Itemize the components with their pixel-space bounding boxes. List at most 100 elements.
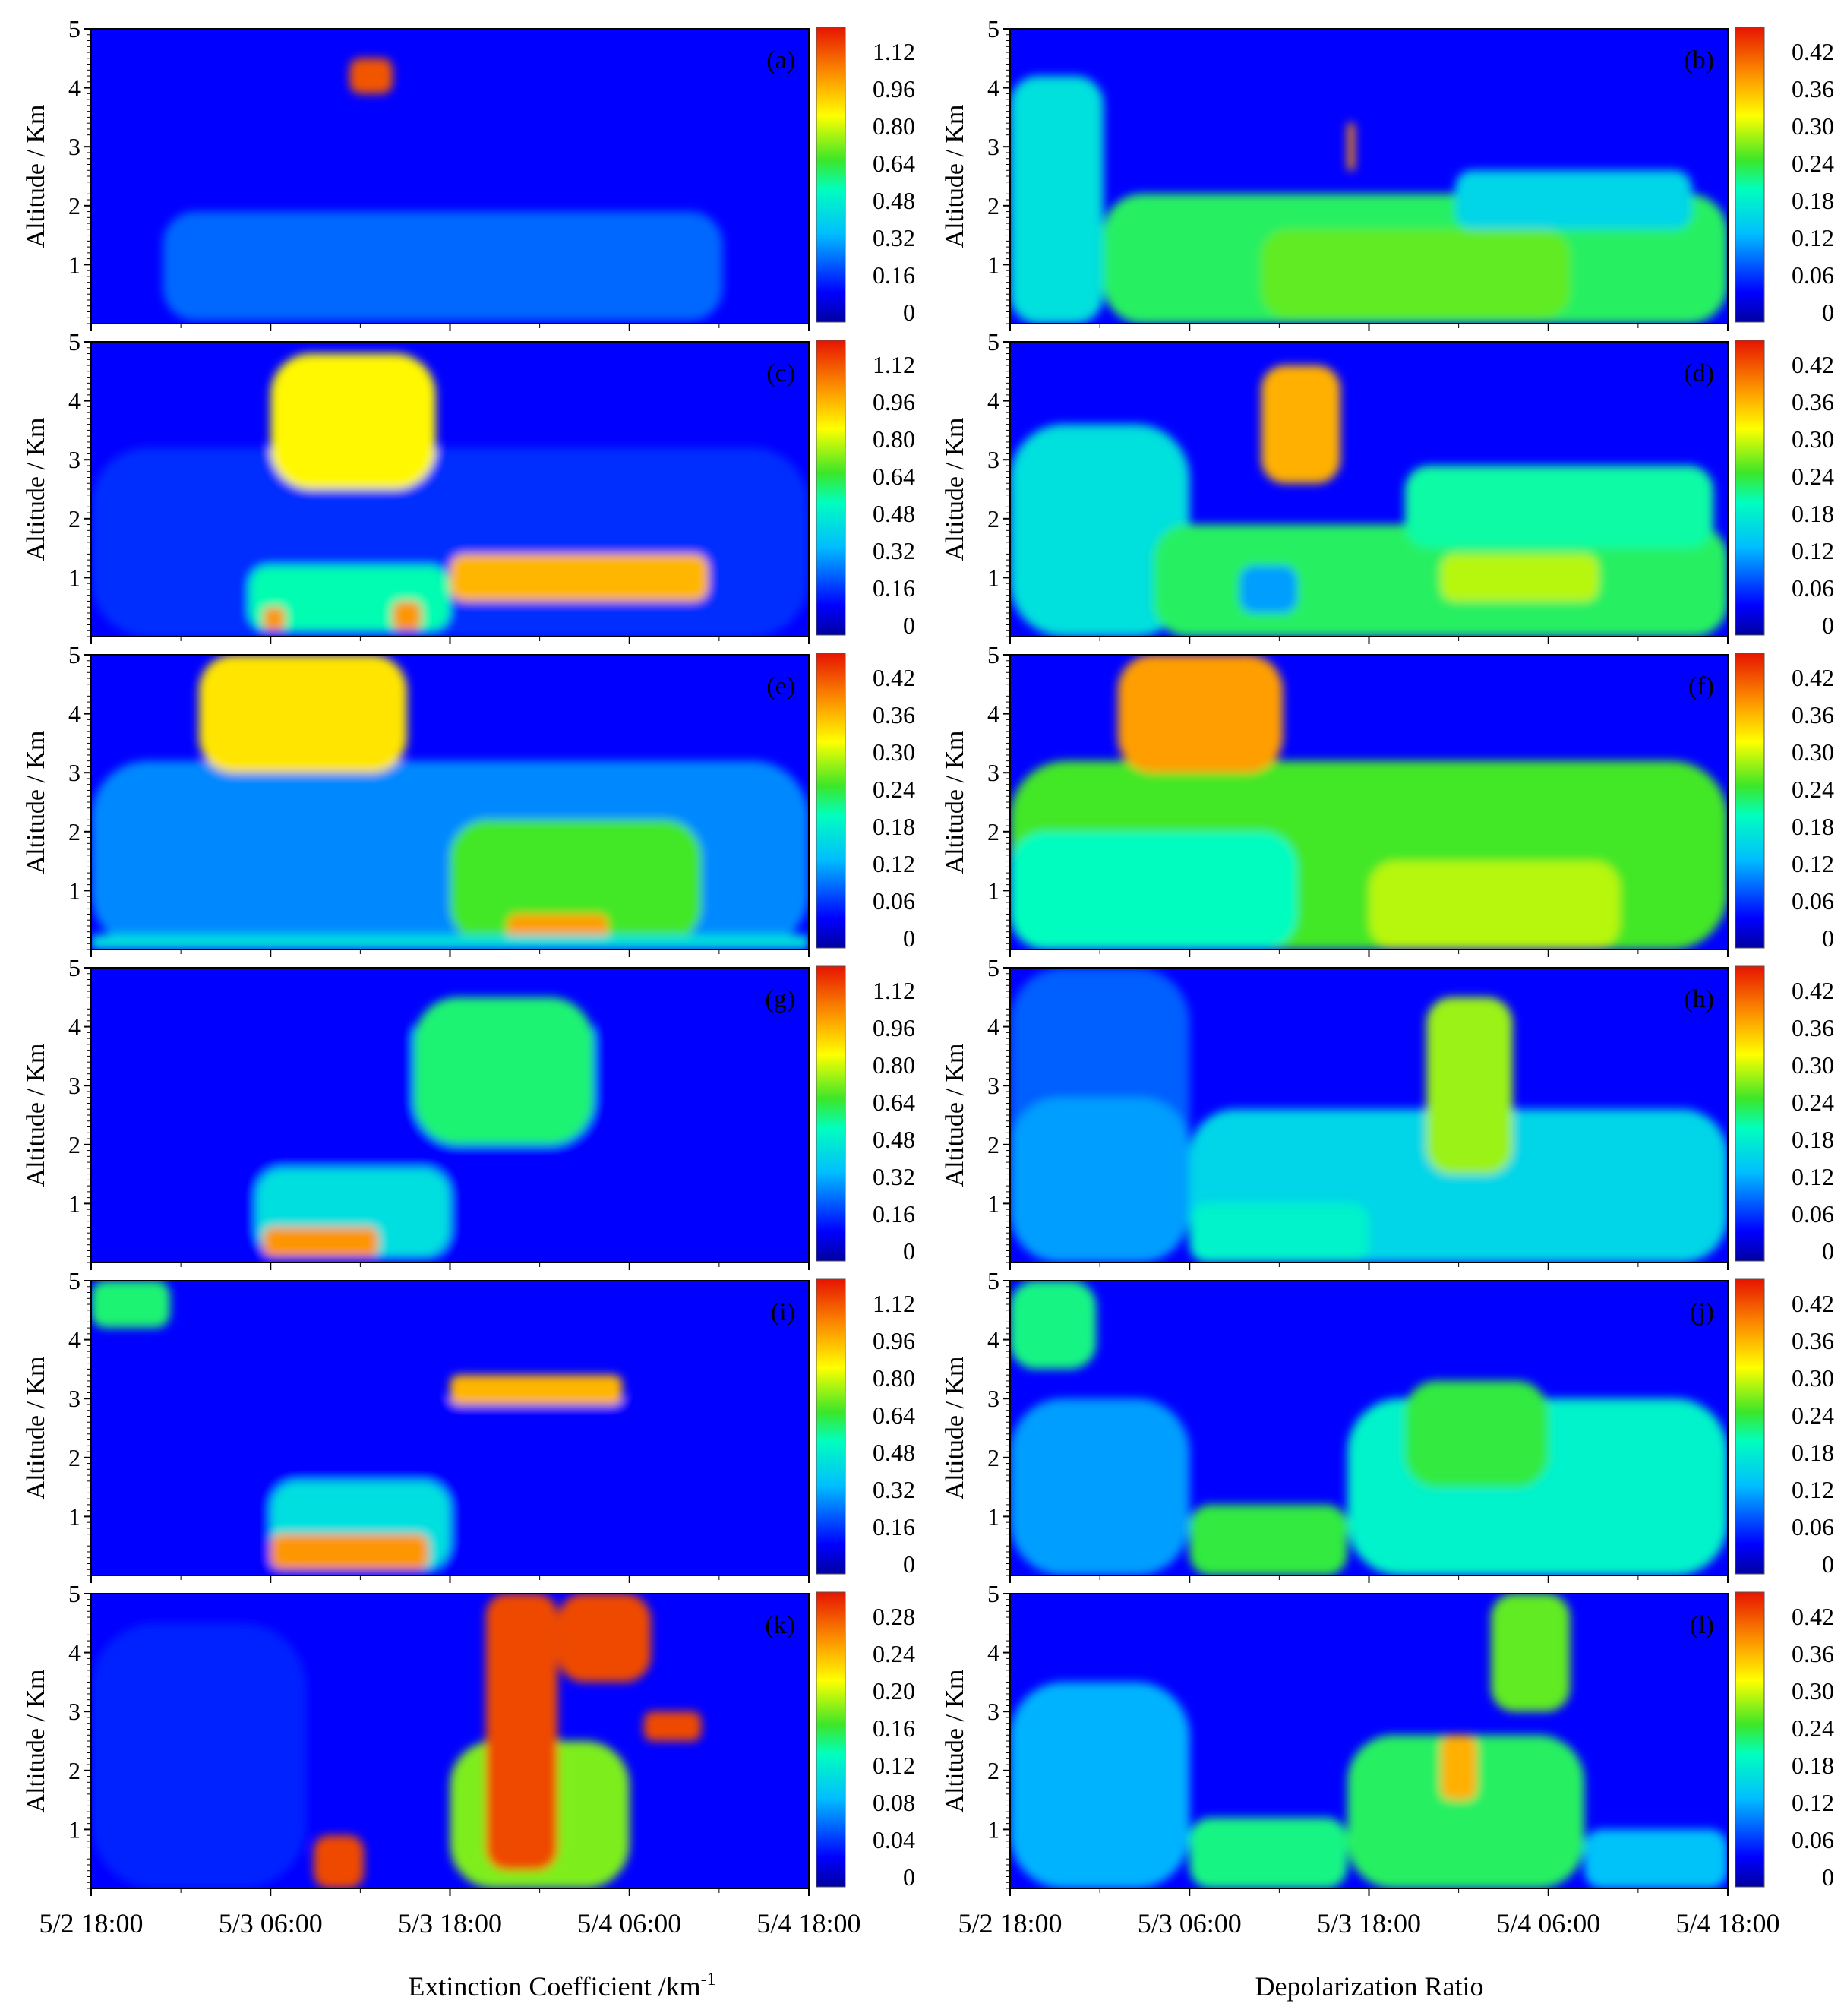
heatmap-region: [1454, 170, 1692, 229]
heatmap-layers: [91, 655, 809, 950]
colorbar-tick-label: 0.24: [873, 776, 915, 803]
colorbar-tick-label: 0.32: [873, 224, 915, 251]
colorbar: [1735, 1278, 1765, 1575]
colorbar-tick-label: 0.24: [1792, 150, 1834, 177]
colorbar-tick-label: 0.42: [1792, 977, 1834, 1004]
colorbar-tick-label: 0: [1822, 1550, 1834, 1578]
colorbar-tick-label: 0.36: [873, 701, 915, 728]
y-tick-label: 2: [987, 1131, 999, 1158]
colorbar-tick-label: 0: [1822, 299, 1834, 326]
heatmap-region: [1010, 1398, 1190, 1575]
heatmap-region: [313, 1835, 365, 1888]
colorbar-tick-label: 0.18: [1792, 1752, 1834, 1779]
colorbar-tick-label: 0: [1822, 924, 1834, 952]
colorbar-tick-label: 0.08: [873, 1789, 915, 1816]
y-tick-label: 4: [68, 387, 81, 415]
colorbar: [816, 340, 846, 636]
colorbar: [1735, 965, 1765, 1262]
colorbar-tick-label: 0.24: [873, 1640, 915, 1667]
y-tick-label: 3: [68, 1385, 81, 1412]
colorbar-tick-label: 0.18: [873, 813, 915, 840]
y-tick-label: 2: [987, 505, 999, 532]
colorbar-tick-label: 0.36: [1792, 388, 1834, 416]
heatmap-region: [450, 1375, 623, 1405]
colorbar-tick-label: 0.18: [1792, 1439, 1834, 1466]
panel-label: (l): [1690, 1611, 1714, 1639]
y-tick-label: 2: [68, 505, 81, 532]
panel-label: (c): [766, 359, 795, 387]
heatmap-region: [163, 211, 723, 321]
heatmap-region: [1404, 465, 1714, 548]
colorbar-tick-label: 0.18: [1792, 1126, 1834, 1153]
y-tick-label: 2: [987, 1757, 999, 1784]
colorbar-tick-label: 0.30: [873, 738, 915, 766]
panel-label: (h): [1684, 985, 1714, 1013]
colorbar-tick-label: 0.80: [873, 425, 915, 453]
panel-label: (j): [1690, 1298, 1714, 1326]
y-axis-label: Altitude / Km: [941, 1357, 969, 1500]
heatmap-region: [1347, 1735, 1584, 1888]
colorbar-tick-label: 0: [1822, 1863, 1834, 1891]
colorbar-tick-label: 0.24: [1792, 776, 1834, 803]
colorbar-tick-label: 0.18: [1792, 500, 1834, 527]
y-tick-label: 3: [68, 446, 81, 473]
colorbar-tick-label: 0: [903, 1237, 915, 1265]
heatmap-region: [91, 934, 809, 950]
y-tick-label: 4: [987, 1326, 999, 1354]
y-tick-label: 4: [68, 1013, 81, 1041]
y-tick-label: 3: [987, 1385, 999, 1412]
heatmap-region: [349, 58, 393, 94]
colorbar-tick-label: 0.96: [873, 388, 915, 416]
colorbar-tick-label: 0: [1822, 611, 1834, 639]
heatmap-region: [450, 554, 709, 602]
colorbar-tick-label: 0.16: [873, 261, 915, 289]
heatmap-region: [91, 1623, 307, 1888]
colorbar-tick-label: 0.06: [1792, 1200, 1834, 1228]
y-axis-label: Altitude / Km: [941, 418, 969, 561]
colorbar-tick-label: 0.12: [1792, 224, 1834, 251]
colorbar-tick-label: 0.30: [1792, 738, 1834, 766]
colorbar-tick-label: 0.36: [1792, 1640, 1834, 1667]
y-tick-label: 3: [987, 1072, 999, 1099]
colorbar-tick-label: 0.36: [1792, 1327, 1834, 1354]
colorbar-tick-label: 0: [1822, 1237, 1834, 1265]
x-axis-label-depolarization: Depolarization Ratio: [1255, 1971, 1484, 2002]
colorbar-tick-label: 0.48: [873, 500, 915, 527]
colorbar-tick-label: 1.12: [873, 977, 915, 1004]
colorbar-tick-label: 0.64: [873, 463, 915, 490]
y-tick-label: 3: [68, 759, 81, 786]
panel-label: (i): [771, 1298, 795, 1326]
colorbar-tick-label: 1.12: [873, 351, 915, 378]
colorbar: [1735, 27, 1765, 323]
y-axis-label: Altitude / Km: [22, 731, 50, 874]
colorbar-tick-label: 0.48: [873, 1126, 915, 1153]
heatmap-layers: [91, 353, 809, 637]
y-axis-label: Altitude / Km: [22, 1670, 50, 1813]
y-axis-label: Altitude / Km: [22, 1044, 50, 1187]
y-tick-label: 1: [987, 1503, 999, 1530]
colorbar-tick-label: 0.06: [873, 887, 915, 915]
colorbar: [816, 1591, 846, 1888]
heatmap-region: [1441, 1735, 1477, 1800]
y-tick-label: 5: [987, 1267, 999, 1294]
heatmap-layers: [163, 58, 723, 321]
y-tick-label: 5: [987, 15, 999, 43]
heatmap-region: [557, 1594, 652, 1683]
y-tick-label: 1: [987, 564, 999, 591]
heatmap-layers: [1010, 968, 1728, 1262]
y-tick-label: 3: [987, 446, 999, 473]
y-tick-label: 4: [987, 1013, 999, 1041]
heatmap-region: [1404, 1380, 1549, 1487]
heatmap-region: [1584, 1829, 1728, 1888]
heatmap-region: [1426, 997, 1513, 1174]
y-axis-label: Altitude / Km: [22, 418, 50, 561]
colorbar-tick-label: 0.06: [1792, 887, 1834, 915]
y-tick-label: 5: [987, 641, 999, 668]
panel-label: (a): [766, 46, 795, 74]
x-tick-label: 5/4 18:00: [756, 1908, 860, 1939]
y-tick-label: 4: [68, 74, 81, 102]
heatmap-region: [198, 655, 407, 773]
heatmap-layers: [1010, 655, 1728, 950]
colorbar-tick-label: 0.42: [1792, 38, 1834, 65]
